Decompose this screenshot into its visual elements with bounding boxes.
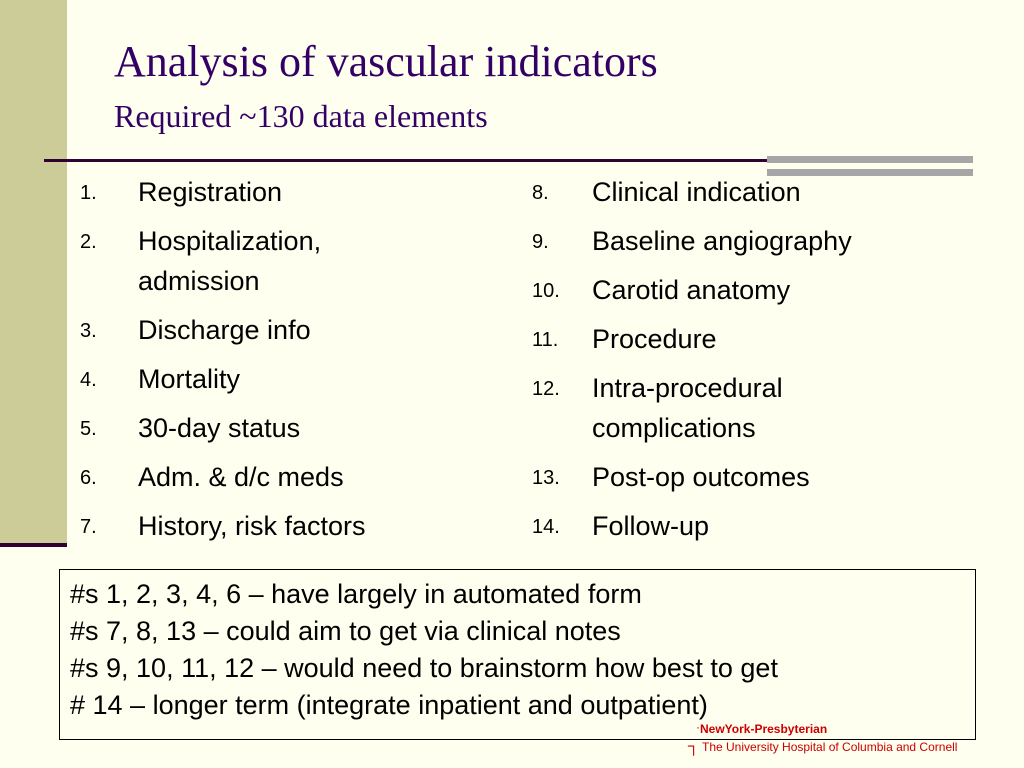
list-item: 14. Follow-up <box>532 506 1002 546</box>
list-item: 2. Hospitalization, admission <box>80 221 480 301</box>
list-text: Intra-procedural complications <box>592 373 783 443</box>
list-number: 1. <box>80 182 97 204</box>
notes-box: #s 1, 2, 3, 4, 6 – have largely in autom… <box>59 569 976 740</box>
list-text: Follow-up <box>592 511 710 541</box>
left-list: 1. Registration 2. Hospitalization, admiss… <box>80 172 480 555</box>
list-item: 1. Registration <box>80 172 480 212</box>
note-line: #s 9, 10, 11, 12 – would need to brainst… <box>70 653 778 683</box>
list-number: 11. <box>532 329 559 351</box>
list-item: 4. Mortality <box>80 359 480 399</box>
sidebar-accent-line <box>0 543 67 547</box>
list-item: 3. Discharge info <box>80 310 480 350</box>
list-number: 9. <box>532 231 549 253</box>
decorative-bars <box>767 156 973 178</box>
list-item: 5. 30-day status <box>80 408 480 448</box>
decorative-bar <box>767 156 973 163</box>
list-item: 10. Carotid anatomy <box>532 270 1002 310</box>
list-item: 13. Post-op outcomes <box>532 457 1002 497</box>
footer-tagline: The University Hospital of Columbia and … <box>702 740 958 754</box>
list-text: Clinical indication <box>592 177 801 207</box>
list-number: 10. <box>532 280 560 302</box>
list-text: Adm. & d/c meds <box>138 462 344 492</box>
list-number: 2. <box>80 231 97 253</box>
note-line: #s 7, 8, 13 – could aim to get via clini… <box>70 616 621 646</box>
list-number: 13. <box>532 467 560 489</box>
list-item: 11. Procedure <box>532 319 1002 359</box>
list-item: 7. History, risk factors <box>80 506 480 546</box>
list-number: 14. <box>532 516 560 538</box>
list-text: Mortality <box>138 364 241 394</box>
footer-brand: NewYork-Presbyterian <box>700 722 828 736</box>
list-number: 12. <box>532 378 560 400</box>
logo-mark-icon: · <box>696 720 700 734</box>
list-text: Hospitalization, admission <box>138 226 322 296</box>
decorative-bar <box>767 169 973 176</box>
footer-logo: · ┐ NewYork-Presbyterian The University … <box>688 720 1024 768</box>
list-number: 4. <box>80 369 97 391</box>
list-number: 5. <box>80 418 97 440</box>
list-text: Discharge info <box>138 315 311 345</box>
list-item: 9. Baseline angiography <box>532 221 1002 261</box>
list-text: Post-op outcomes <box>592 462 810 492</box>
list-number: 8. <box>532 182 549 204</box>
list-item: 8. Clinical indication <box>532 172 1002 212</box>
list-text: Procedure <box>592 324 717 354</box>
decorative-sidebar <box>0 0 67 544</box>
title-divider <box>44 159 804 162</box>
list-text: History, risk factors <box>138 511 366 541</box>
note-line: #s 1, 2, 3, 4, 6 – have largely in autom… <box>70 579 642 609</box>
note-line: # 14 – longer term (integrate inpatient … <box>70 690 708 720</box>
list-text: Baseline angiography <box>592 226 852 256</box>
slide-subtitle: Required ~130 data elements <box>114 98 488 134</box>
list-number: 7. <box>80 516 97 538</box>
list-text: Carotid anatomy <box>592 275 791 305</box>
list-number: 6. <box>80 467 97 489</box>
right-list: 8. Clinical indication 9. Baseline angiogr… <box>532 172 1002 555</box>
slide-title: Analysis of vascular indicators <box>114 37 658 86</box>
list-number: 3. <box>80 320 97 342</box>
logo-bracket-icon: ┐ <box>688 738 700 755</box>
list-text: 30-day status <box>138 413 301 443</box>
list-item: 6. Adm. & d/c meds <box>80 457 480 497</box>
list-item: 12. Intra-procedural complications <box>532 368 1002 448</box>
list-text: Registration <box>138 177 283 207</box>
